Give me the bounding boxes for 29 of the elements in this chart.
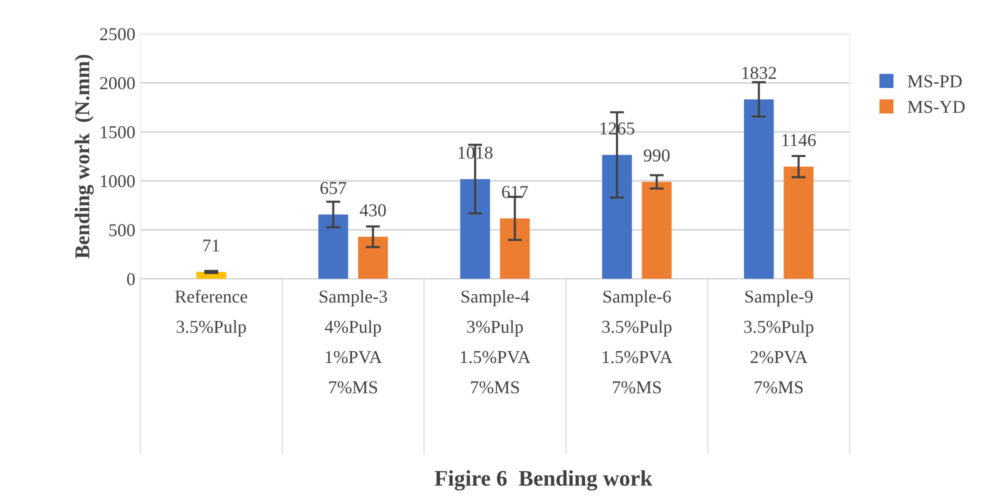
y-axis-title: Bending work (N.mm)	[74, 54, 94, 258]
x-tick-label: Sample-9 3.5%Pulp 2%PVA 7%MS	[744, 290, 814, 394]
bar	[784, 166, 814, 279]
bar	[500, 218, 530, 279]
data-label: 1832	[742, 66, 776, 79]
bar	[602, 154, 632, 279]
x-tick-label: Reference 3.5%Pulp	[175, 290, 248, 337]
y-tick-label: 2500	[100, 28, 135, 40]
data-label: 657	[320, 182, 346, 194]
legend-label: MS-YD	[908, 100, 965, 113]
x-tick-label: Sample-4 3%Pulp 1.5%PVA 7%MS	[460, 290, 531, 394]
data-label: 1146	[782, 134, 816, 146]
y-tick-label: 1000	[100, 175, 135, 188]
data-label: 990	[644, 149, 670, 162]
x-tick-label: Sample-3 4%Pulp 1%PVA 7%MS	[320, 290, 388, 394]
data-label: 71	[203, 239, 220, 252]
x-tick-label: Sample-6 3.5%Pulp 1.5%PVA 7%MS	[602, 290, 672, 394]
bar	[642, 182, 672, 279]
bar	[744, 99, 774, 279]
y-tick-label: 0	[127, 273, 135, 286]
legend-label: MS-PD	[908, 75, 962, 88]
y-tick-label: 500	[109, 224, 135, 236]
text: Figire 6 Bending work	[434, 470, 652, 491]
bar	[318, 214, 348, 279]
bar	[460, 179, 490, 279]
data-label: 430	[360, 204, 386, 216]
bar	[358, 236, 388, 279]
y-tick-label: 2000	[100, 77, 135, 90]
y-tick-label: 1500	[100, 126, 135, 138]
